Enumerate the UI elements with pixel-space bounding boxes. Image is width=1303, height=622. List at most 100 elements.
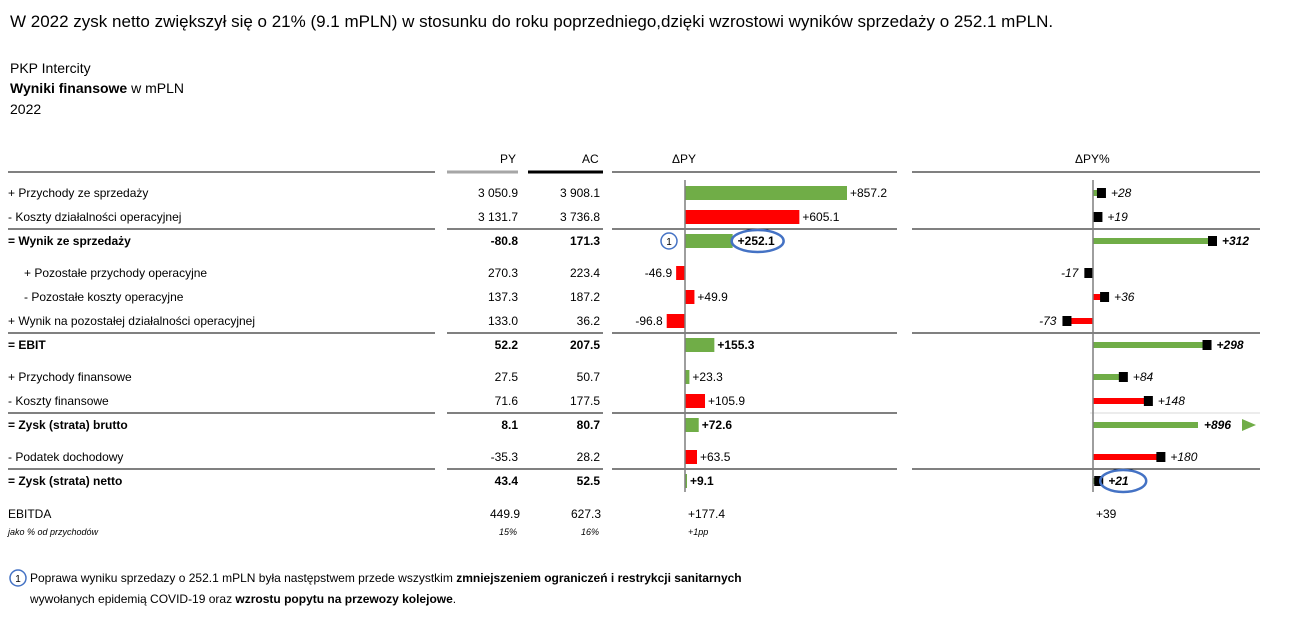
delta-bar-label: +252.1 <box>738 234 775 248</box>
percent-pin-head <box>1100 292 1110 302</box>
row-label: - Koszty finansowe <box>8 394 109 408</box>
delta-bar-label: +9.1 <box>690 474 714 488</box>
report-year: 2022 <box>10 101 42 117</box>
delta-bar <box>685 474 687 488</box>
ebitda-label: EBITDA <box>8 507 52 521</box>
row-ac-value: 36.2 <box>576 314 600 328</box>
ebitda-dpy: +177.4 <box>688 507 726 521</box>
delta-bar-label: +605.1 <box>802 210 839 224</box>
footnote-line-2-bold: wzrostu popytu na przewozy kolejowe <box>235 592 453 606</box>
footnote-line-2: wywołanych epidemią COVID-19 oraz wzrost… <box>30 592 456 606</box>
row-label: - Pozostałe koszty operacyjne <box>24 290 184 304</box>
delta-bar-label: +105.9 <box>708 394 745 408</box>
row-py-value: 3 050.9 <box>477 186 518 200</box>
percent-pin-stem <box>1093 374 1126 380</box>
delta-bar-label: -46.9 <box>645 266 673 280</box>
ebitda-dpy-pct: +39 <box>1096 507 1117 521</box>
margin-label: jako % od przychodów <box>8 527 99 537</box>
delta-bar <box>685 210 800 224</box>
percent-bar-label: +298 <box>1217 338 1244 352</box>
column-header-dpy: ΔPY <box>672 152 697 166</box>
footnote-marker-number: 1 <box>15 574 21 585</box>
percent-pin-stem <box>1064 318 1093 324</box>
row-ac-value: 52.5 <box>576 474 600 488</box>
row-py-value: 71.6 <box>494 394 518 408</box>
row-label: + Przychody finansowe <box>8 370 132 384</box>
percent-bar-label: +896 <box>1204 418 1231 432</box>
row-py-value: 133.0 <box>487 314 518 328</box>
footnote-line-1: Poprawa wyniku sprzedazy o 252.1 mPLN by… <box>30 571 742 585</box>
delta-bar <box>685 338 715 352</box>
row-ac-value: 207.5 <box>569 338 600 352</box>
delta-bar <box>685 394 706 408</box>
ebitda-ac: 627.3 <box>570 507 601 521</box>
measure-unit: w mPLN <box>127 80 185 96</box>
percent-pin-stem <box>1093 238 1215 244</box>
percent-pin-head <box>1093 212 1103 222</box>
delta-bar-label: +857.2 <box>850 186 887 200</box>
percent-pin-stem <box>1093 294 1108 300</box>
footnote-line-2-end: . <box>452 592 457 606</box>
row-ac-value: 187.2 <box>569 290 600 304</box>
percent-bar-label: +21 <box>1108 474 1129 488</box>
measure-title: Wyniki finansowe w mPLN <box>10 80 184 96</box>
row-ac-value: 28.2 <box>576 450 600 464</box>
delta-bar-label: +63.5 <box>700 450 731 464</box>
delta-bar-label: +49.9 <box>697 290 728 304</box>
row-py-value: -35.3 <box>490 450 518 464</box>
measure-bold: Wyniki finansowe <box>10 80 128 96</box>
delta-bar-label: +23.3 <box>692 370 723 384</box>
delta-bar <box>685 450 698 464</box>
row-py-value: 43.4 <box>494 474 518 488</box>
delta-bar <box>685 186 847 200</box>
margin-py: 15% <box>498 527 517 537</box>
percent-pin-head <box>1202 340 1212 350</box>
column-header-py: PY <box>500 152 517 166</box>
row-label: - Koszty działalności operacyjnej <box>8 210 182 224</box>
percent-pin-head <box>1208 236 1217 246</box>
margin-dpy: +1pp <box>688 527 709 537</box>
delta-bar <box>685 418 699 432</box>
percent-pin-stem <box>1093 398 1151 404</box>
row-py-value: 137.3 <box>487 290 518 304</box>
annotation-marker-number: 1 <box>666 237 672 248</box>
row-ac-value: 80.7 <box>576 418 600 432</box>
highlight-ellipse <box>730 228 785 254</box>
row-py-value: 27.5 <box>494 370 518 384</box>
percent-pin-head <box>1118 372 1128 382</box>
row-label: - Podatek dochodowy <box>8 450 124 464</box>
delta-bar <box>676 266 685 280</box>
percent-bar-label: +148 <box>1158 394 1185 408</box>
highlight-ellipse <box>1098 468 1148 494</box>
row-py-value: -80.8 <box>490 234 518 248</box>
row-ac-value: 3 908.1 <box>559 186 600 200</box>
percent-bar-label: +312 <box>1222 234 1249 248</box>
delta-bar <box>666 314 685 328</box>
percent-pin-head <box>1062 316 1072 326</box>
percent-bar-label: -17 <box>1061 266 1080 280</box>
annotation-marker <box>660 232 678 250</box>
percent-pin-head <box>1084 268 1094 278</box>
row-ac-value: 50.7 <box>576 370 600 384</box>
footnote-line-2-text: wywołanych epidemią COVID-19 oraz <box>30 592 236 606</box>
row-py-value: 3 131.7 <box>477 210 518 224</box>
delta-bar <box>685 370 690 384</box>
row-label: = Zysk (strata) netto <box>8 474 123 488</box>
percent-bar-label: +28 <box>1111 186 1132 200</box>
percent-bar-label: +84 <box>1133 370 1154 384</box>
row-label: + Przychody ze sprzedaży <box>8 186 149 200</box>
percent-bar-label: +180 <box>1170 450 1197 464</box>
delta-bar <box>685 234 733 248</box>
percent-bar-label: -73 <box>1039 314 1057 328</box>
delta-bar-label: +72.6 <box>702 418 733 432</box>
row-label: + Pozostałe przychody operacyjne <box>24 266 208 280</box>
percent-pin-head <box>1143 396 1153 406</box>
delta-bar <box>685 290 695 304</box>
margin-ac: 16% <box>580 527 599 537</box>
percent-pin-head <box>1096 188 1106 198</box>
percent-pin-head <box>1156 452 1166 462</box>
delta-bar-label: +155.3 <box>717 338 754 352</box>
column-header-ac: AC <box>582 152 599 166</box>
